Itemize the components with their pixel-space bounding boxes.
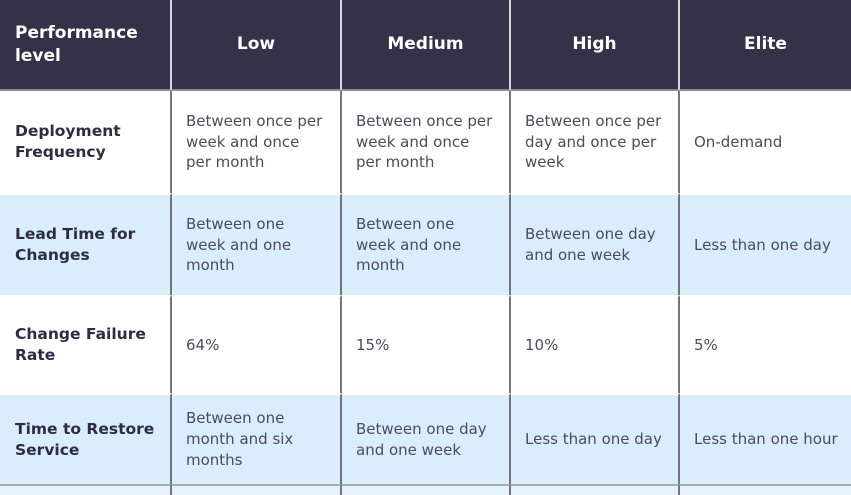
table-cell: Between one day and one week — [511, 193, 680, 295]
table-cell: Between once per day and once per week — [511, 91, 680, 193]
table-row-lead-time-for-changes: Lead Time for Changes Between one week a… — [0, 193, 851, 295]
table-row-deployment-frequency: Deployment Frequency Between once per we… — [0, 91, 851, 193]
table-cell: Between one week and one month — [342, 193, 511, 295]
table-cell: Between once per week and once per month — [172, 91, 342, 193]
header-low: Low — [172, 0, 342, 91]
header-elite: Elite — [680, 0, 851, 91]
header-medium: Medium — [342, 0, 511, 91]
table-cell: Less than one day — [680, 193, 851, 295]
table-cell — [680, 484, 851, 495]
table-cell: Between one day and one week — [342, 393, 511, 484]
table-cell — [172, 484, 342, 495]
table-cell: 15% — [342, 295, 511, 393]
header-row: Performance level Low Medium High Elite — [0, 0, 851, 91]
table-cell: Less than one hour — [680, 393, 851, 484]
header-high: High — [511, 0, 680, 91]
row-label: Change Failure Rate — [0, 295, 172, 393]
table-cell: Between one week and one month — [172, 193, 342, 295]
row-label: Deployment Frequency — [0, 91, 172, 193]
table-row-change-failure-rate: Change Failure Rate 64% 15% 10% 5% — [0, 295, 851, 393]
table-row-time-to-restore-service: Time to Restore Service Between one mont… — [0, 393, 851, 484]
table-cell: On-demand — [680, 91, 851, 193]
table-cell: Between one month and six months — [172, 393, 342, 484]
header-performance-level: Performance level — [0, 0, 172, 91]
table-cell — [342, 484, 511, 495]
table-cell: 10% — [511, 295, 680, 393]
row-label: Time to Restore Service — [0, 393, 172, 484]
table-cell: 64% — [172, 295, 342, 393]
table-cell — [511, 484, 680, 495]
table-cell: Between once per week and once per month — [342, 91, 511, 193]
row-label: Lead Time for Changes — [0, 193, 172, 295]
table-row-cutoff — [0, 484, 851, 495]
table-cell — [0, 484, 172, 495]
table-cell: 5% — [680, 295, 851, 393]
table-cell: Less than one day — [511, 393, 680, 484]
